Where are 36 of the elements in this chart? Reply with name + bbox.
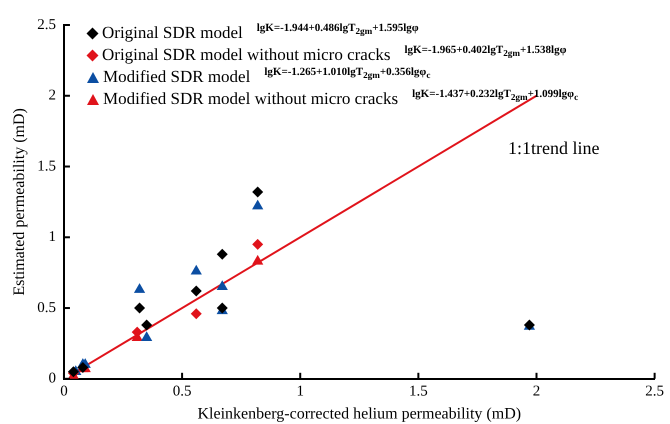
legend-label: Original SDR model [102,23,243,43]
annotation: lgK=-1.944+0.486lgT$_{2gm}$+1.595lgφ [256,22,419,36]
x-tick-label: 0 [60,384,68,400]
legend-label: Modified SDR model [103,67,250,87]
point [216,280,228,290]
annotation: lgK=-1.265+1.010lgT$_{2gm}$+0.356lgφ$_{c}$ [264,66,430,80]
point [134,302,146,314]
y-tick-label: 0.5 [37,300,56,316]
point [216,248,228,260]
x-tick-label: 0.5 [172,384,192,400]
point [190,308,202,320]
x-tick-label: 1 [296,384,304,400]
annotation: lgK=-1.965+0.402lgT$_{2gm}$+1.538lgφ [404,44,566,58]
y-tick-label: 1.5 [37,158,56,174]
point [252,200,264,210]
y-tick-label: 0 [48,370,56,387]
point [252,238,264,250]
x-tick-label: 2 [532,384,540,400]
point [134,283,146,293]
x-tick-label: 2.5 [645,384,664,400]
x-axis-title: Kleinkenberg-corrected helium permeability (mD) [198,406,522,423]
point [141,320,152,331]
y-axis-title: Estimated permeability (mD) [10,108,28,296]
x-tick-label: 1.5 [408,384,428,400]
y-tick-label: 2.5 [37,16,56,33]
point [190,264,202,274]
y-tick-label: 2 [48,88,56,104]
annotation: lgK=-1.437+0.232lgT$_{2gm}$+1.099lgφ$_{c}$ [412,88,578,102]
point [190,286,202,297]
point [252,254,264,265]
y-tick-label: 1 [48,229,56,246]
legend-label: Modified SDR model without micro cracks [103,89,398,109]
point [141,331,152,342]
point [252,186,264,198]
legend-label: Original SDR model without micro cracks [102,45,390,65]
annotation: 1:1trend line [508,138,600,159]
